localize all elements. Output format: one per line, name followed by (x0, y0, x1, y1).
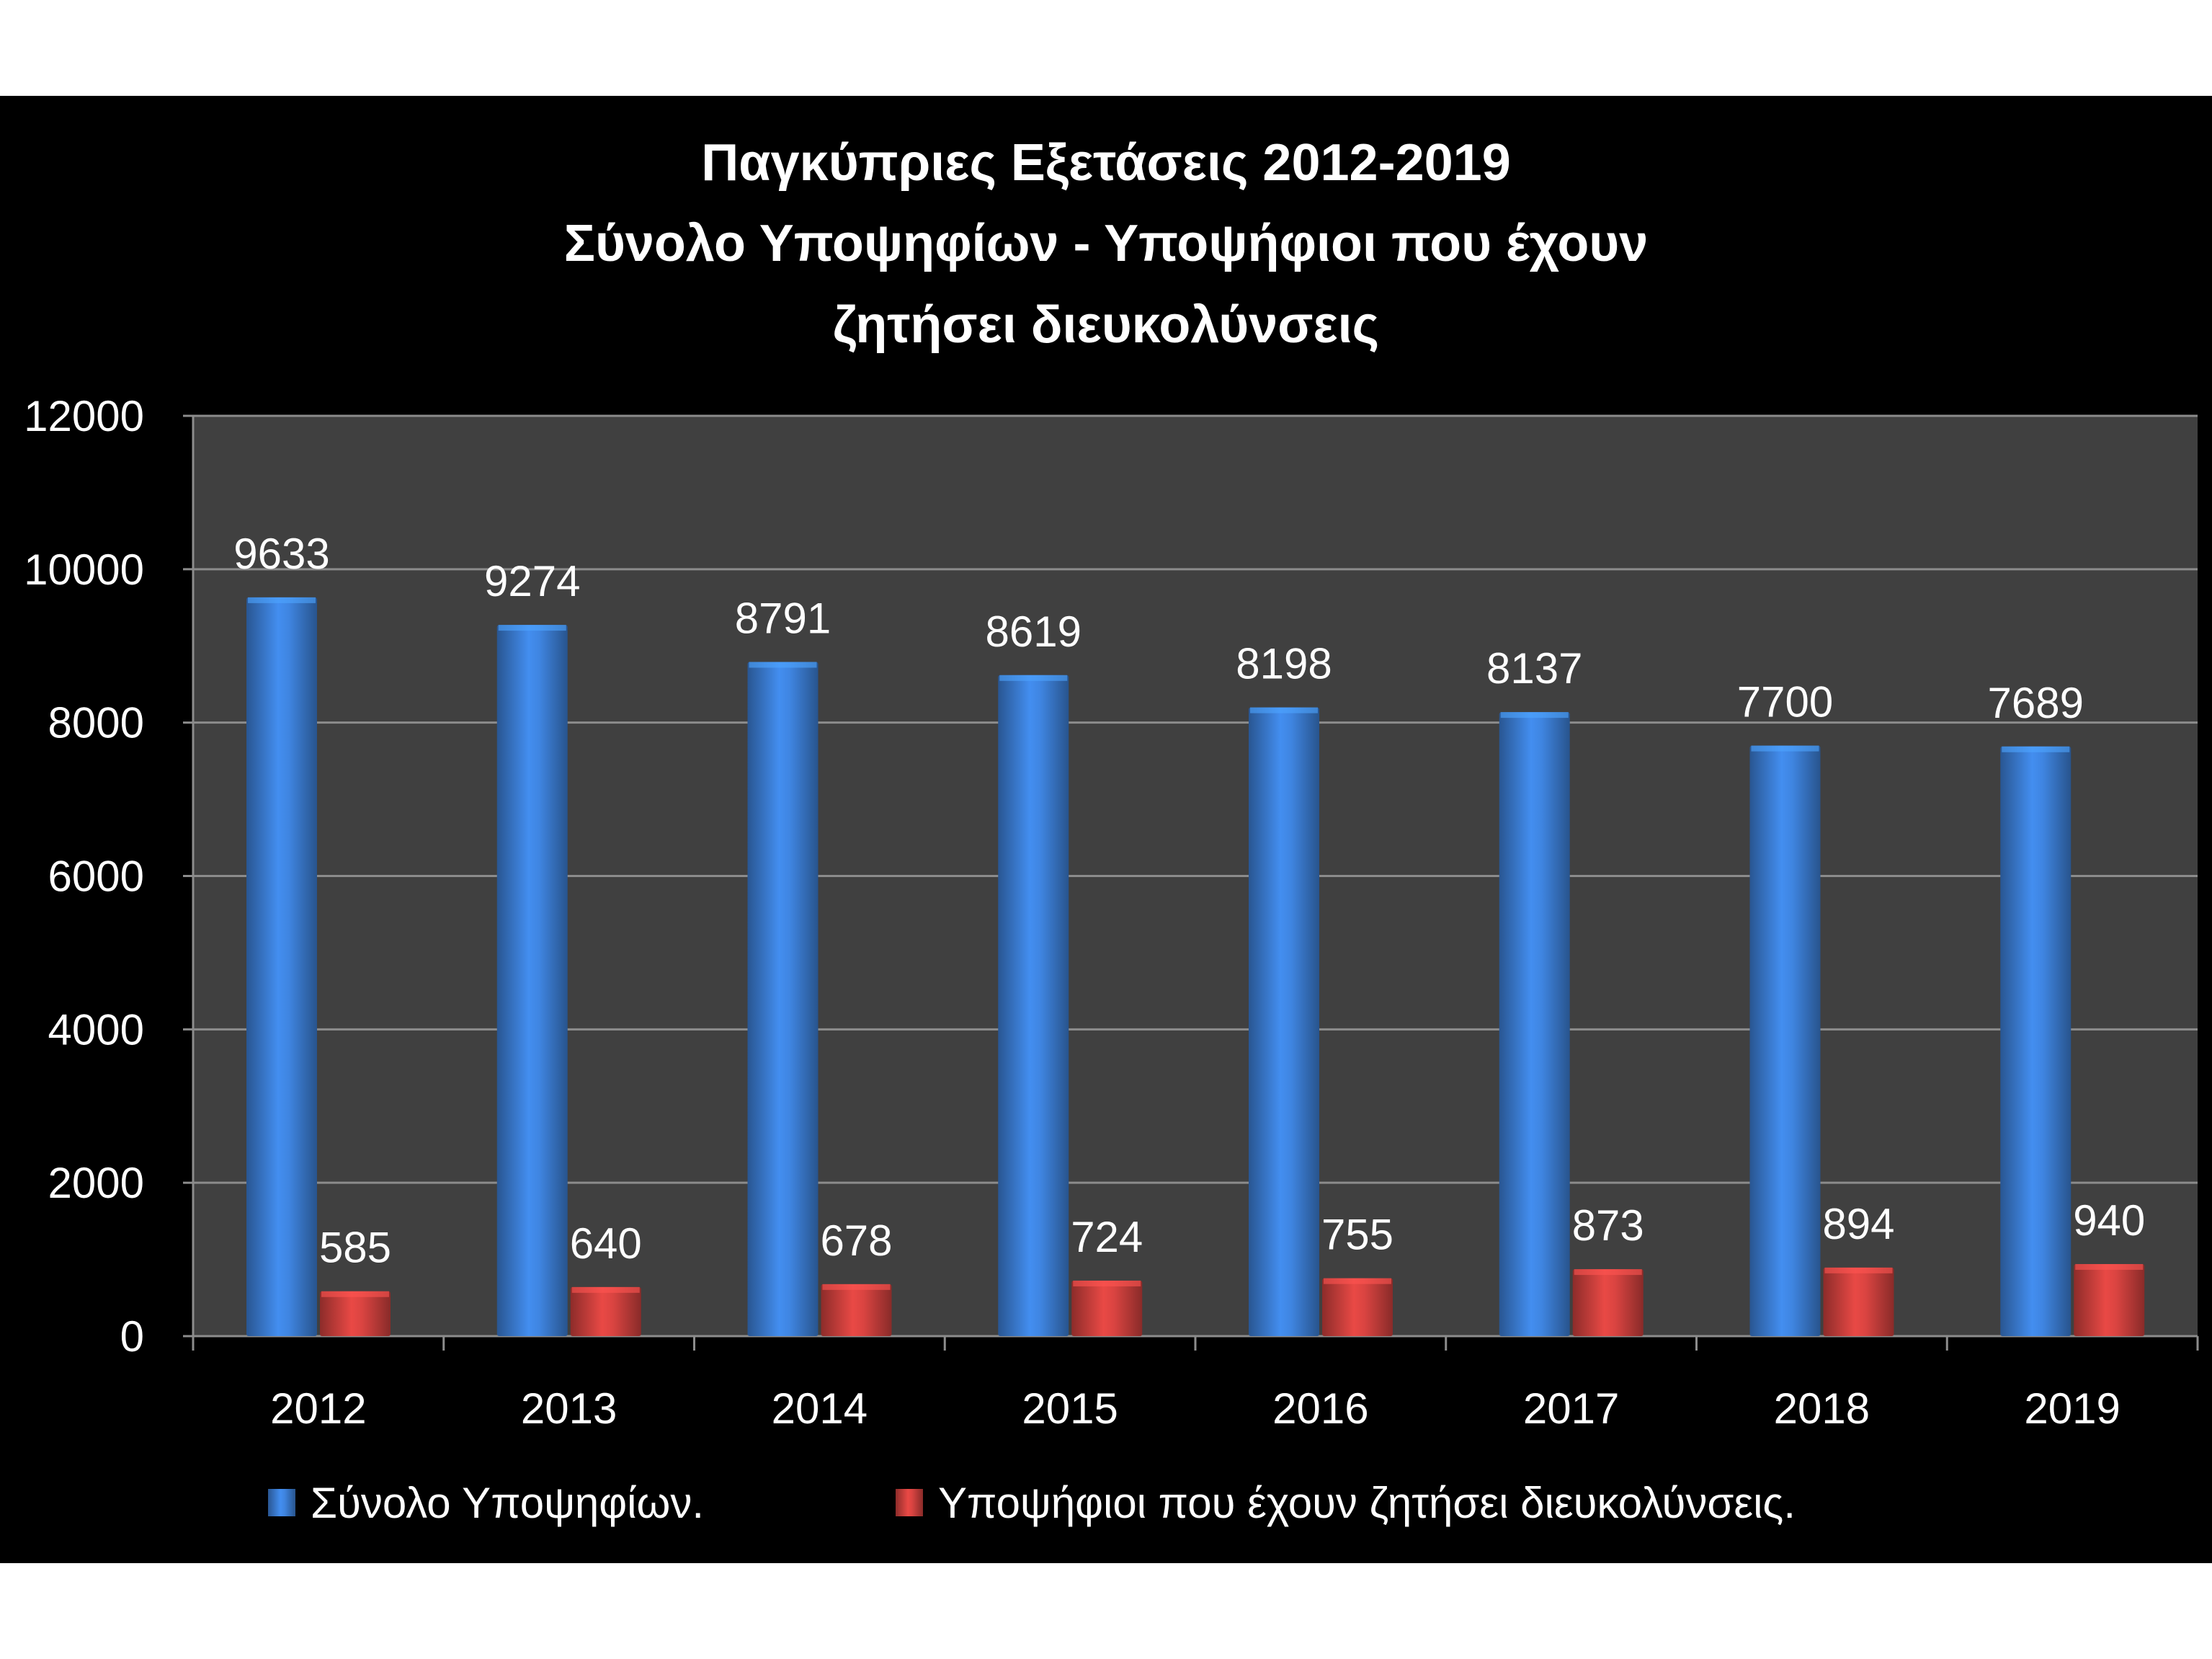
value-label-total-2018: 7700 (1737, 678, 1833, 726)
chart-title-line-1: Παγκύπριες Εξετάσεις 2012-2019 (701, 134, 1511, 192)
bar-top-accommodation-2014 (822, 1284, 891, 1290)
value-label-accommodation-2016: 755 (1321, 1211, 1393, 1259)
x-category-label-2014: 2014 (772, 1384, 868, 1433)
bar-accommodation-2012 (320, 1291, 391, 1336)
bar-top-accommodation-2012 (321, 1291, 389, 1297)
y-tick-label-4000: 4000 (48, 1005, 144, 1054)
value-label-total-2015: 8619 (986, 608, 1082, 656)
x-category-label-2012: 2012 (270, 1384, 366, 1433)
bar-total-2016 (1249, 707, 1319, 1336)
bar-top-total-2012 (248, 597, 316, 603)
bar-total-2012 (246, 597, 317, 1337)
chart-title-line-2: Σύνολο Υποψηφίων - Υποψήφιοι που έχουν (564, 215, 1649, 272)
x-category-label-2019: 2019 (2024, 1384, 2120, 1433)
bar-accommodation-2013 (570, 1286, 641, 1336)
legend-swatch-total-candidates (268, 1489, 295, 1516)
value-label-accommodation-2017: 873 (1572, 1201, 1644, 1250)
y-tick-label-10000: 10000 (24, 546, 144, 594)
bar-total-2018 (1749, 745, 1821, 1336)
y-tick-label-8000: 8000 (48, 699, 144, 747)
value-label-accommodation-2014: 678 (820, 1217, 892, 1265)
x-category-label-2018: 2018 (1774, 1384, 1870, 1433)
bar-top-total-2019 (2002, 746, 2070, 752)
value-label-total-2012: 9633 (233, 530, 329, 578)
bar-total-2013 (496, 625, 568, 1336)
value-label-accommodation-2013: 640 (570, 1219, 642, 1268)
bar-top-total-2013 (498, 625, 566, 631)
x-category-label-2013: 2013 (521, 1384, 617, 1433)
x-category-label-2016: 2016 (1272, 1384, 1368, 1433)
bar-accommodation-2016 (1322, 1278, 1393, 1336)
plot-area: 0 2000 4000 6000 8000 10000 12000 9633 585 2012 92… (24, 392, 2199, 1433)
bar-top-total-2016 (1250, 707, 1318, 713)
bar-accommodation-2014 (821, 1284, 892, 1336)
bar-total-2019 (2000, 746, 2071, 1336)
y-tick-label-0: 0 (120, 1312, 144, 1361)
legend-label-total-candidates: Σύνολο Υποψηφίων. (311, 1479, 704, 1527)
value-label-total-2016: 8198 (1236, 640, 1332, 688)
bar-accommodation-2019 (2074, 1263, 2145, 1336)
legend-swatch-accommodation-candidates (896, 1489, 923, 1516)
bar-accommodation-2018 (1823, 1267, 1894, 1336)
value-label-accommodation-2012: 585 (319, 1224, 391, 1272)
bar-top-total-2014 (749, 662, 817, 668)
y-tick-label-6000: 6000 (48, 853, 144, 901)
value-label-accommodation-2019: 940 (2073, 1196, 2145, 1245)
value-label-total-2017: 8137 (1486, 644, 1582, 693)
bar-top-total-2015 (999, 675, 1068, 681)
bar-top-accommodation-2018 (1824, 1267, 1893, 1273)
bar-top-accommodation-2019 (2075, 1263, 2144, 1270)
legend: Σύνολο Υποψηφίων. Υποψήφιοι που έχουν ζη… (268, 1479, 1796, 1527)
value-label-total-2014: 8791 (735, 594, 831, 642)
y-tick-label-12000: 12000 (24, 392, 144, 440)
bar-top-accommodation-2017 (1574, 1269, 1642, 1276)
bar-total-2017 (1499, 712, 1570, 1336)
value-label-total-2013: 9274 (484, 557, 580, 605)
bar-total-2015 (998, 675, 1069, 1336)
bar-top-accommodation-2015 (1073, 1280, 1141, 1286)
y-tick-label-2000: 2000 (48, 1159, 144, 1207)
legend-label-accommodation-candidates: Υποψήφιοι που έχουν ζητήσει διευκολύνσει… (938, 1479, 1796, 1527)
value-label-accommodation-2015: 724 (1071, 1213, 1143, 1261)
bar-total-2014 (747, 662, 819, 1336)
value-label-total-2019: 7689 (1988, 679, 2084, 727)
bar-top-total-2017 (1500, 712, 1569, 719)
bar-top-accommodation-2016 (1324, 1278, 1391, 1284)
bar-accommodation-2015 (1071, 1280, 1143, 1336)
value-label-accommodation-2018: 894 (1822, 1200, 1894, 1248)
chart-title-line-3: ζητήσει διευκολύνσεις (833, 296, 1379, 354)
x-category-label-2017: 2017 (1523, 1384, 1619, 1433)
bar-top-accommodation-2013 (571, 1286, 640, 1293)
bar-top-total-2018 (1751, 745, 1819, 752)
x-category-label-2015: 2015 (1022, 1384, 1118, 1433)
bar-accommodation-2017 (1572, 1269, 1644, 1336)
